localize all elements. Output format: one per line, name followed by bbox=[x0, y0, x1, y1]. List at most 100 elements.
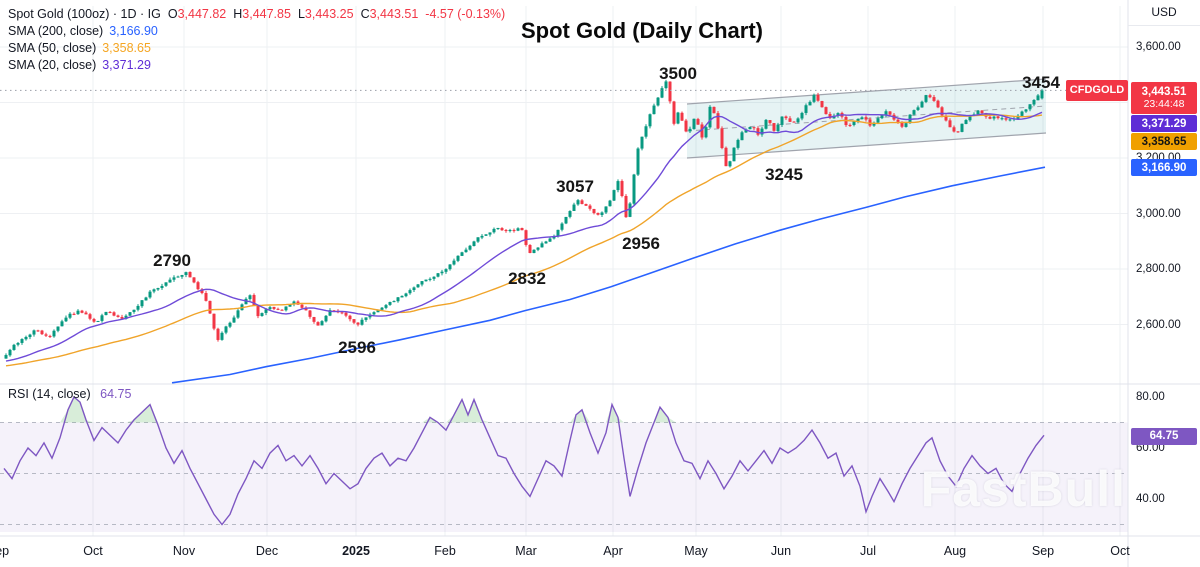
candle-body bbox=[124, 315, 128, 319]
candle-body bbox=[1028, 104, 1032, 110]
candle-body bbox=[312, 317, 316, 322]
candle-body bbox=[72, 313, 76, 315]
candle-body bbox=[160, 285, 164, 289]
candle-body bbox=[740, 132, 744, 141]
candle-body bbox=[388, 301, 392, 305]
rsi-tick-label: 80.00 bbox=[1136, 391, 1165, 403]
candle-body bbox=[24, 336, 28, 340]
candle-body bbox=[888, 111, 892, 115]
candle-body bbox=[444, 269, 448, 272]
price-tick-label: 2,600.00 bbox=[1136, 318, 1181, 331]
candle-body bbox=[648, 114, 652, 127]
price-tick-label: 3,000.00 bbox=[1136, 207, 1181, 220]
candle-body bbox=[64, 317, 68, 322]
candle-body bbox=[588, 205, 592, 209]
candle-body bbox=[716, 113, 720, 129]
candle-body bbox=[128, 312, 132, 316]
candle-body bbox=[700, 124, 704, 138]
candle-body bbox=[252, 295, 256, 306]
candle-body bbox=[688, 128, 692, 132]
candle-body bbox=[144, 297, 148, 301]
candle-body bbox=[828, 113, 832, 119]
watermark: FastBull bbox=[920, 461, 1126, 517]
currency-label[interactable]: USD bbox=[1128, 0, 1200, 26]
candle-body bbox=[248, 295, 252, 300]
candle-body bbox=[496, 227, 500, 230]
candle-body bbox=[16, 342, 20, 345]
candle-body bbox=[696, 119, 700, 125]
candle-body bbox=[956, 131, 960, 133]
channel-median-line bbox=[686, 105, 1047, 132]
candle-body bbox=[384, 305, 388, 308]
rsi-tick-label: 60.00 bbox=[1136, 442, 1165, 454]
candle-body bbox=[1004, 118, 1008, 120]
indicator-legend-row[interactable]: SMA (50, close) 3,358.65 bbox=[8, 40, 505, 57]
candle-body bbox=[632, 174, 636, 204]
candle-body bbox=[572, 204, 576, 211]
candle-body bbox=[88, 314, 92, 319]
candle-body bbox=[516, 228, 520, 231]
candle-body bbox=[268, 307, 272, 310]
candle-body bbox=[652, 105, 656, 115]
candle-body bbox=[640, 136, 644, 149]
symbol-description: Spot Gold (100oz) · 1D · IG bbox=[8, 7, 161, 21]
candle-body bbox=[920, 101, 924, 108]
candle-body bbox=[448, 264, 452, 270]
ohlc-value: 3,447.82 bbox=[177, 7, 227, 21]
candle-body bbox=[1000, 118, 1004, 120]
candle-body bbox=[348, 315, 352, 320]
price-annotation: 2956 bbox=[622, 234, 660, 253]
candle-body bbox=[300, 304, 304, 308]
rsi-legend[interactable]: RSI (14, close) 64.75 bbox=[8, 387, 131, 401]
time-axis[interactable]: Sep Oct Nov Dec 2025 Feb Mar Apr May Jun Jul Aug Sep… bbox=[0, 536, 1200, 567]
candle-body bbox=[988, 116, 992, 119]
symbol-legend-row[interactable]: Spot Gold (100oz) · 1D · IG O3,447.82 H3,4… bbox=[8, 6, 505, 23]
indicator-value: 3,358.65 bbox=[102, 41, 151, 55]
candle-body bbox=[712, 106, 716, 114]
candle-body bbox=[980, 110, 984, 114]
candle-body bbox=[552, 236, 556, 239]
candle-body bbox=[364, 317, 368, 320]
candle-body bbox=[824, 107, 828, 115]
indicator-legend-row[interactable]: SMA (20, close) 3,371.29 bbox=[8, 57, 505, 74]
candle-body bbox=[356, 322, 360, 325]
candle-body bbox=[928, 95, 932, 98]
candle-body bbox=[780, 116, 784, 125]
candle-body bbox=[452, 260, 456, 265]
candle-body bbox=[568, 211, 572, 217]
candle-body bbox=[508, 229, 512, 232]
candle-body bbox=[732, 147, 736, 162]
candle-body bbox=[804, 105, 808, 113]
candle-body bbox=[40, 330, 44, 335]
candle-body bbox=[656, 97, 660, 106]
candle-body bbox=[8, 349, 12, 356]
candle-body bbox=[460, 252, 464, 256]
candle-body bbox=[584, 204, 588, 206]
candle-body bbox=[800, 112, 804, 119]
ohlc-letter: H bbox=[233, 7, 243, 21]
indicator-legend-row[interactable]: SMA (200, close) 3,166.90 bbox=[8, 23, 505, 40]
candle-body bbox=[660, 88, 664, 98]
candle-body bbox=[856, 118, 860, 122]
candle-body bbox=[436, 273, 440, 277]
rsi-tick-label: 40.00 bbox=[1136, 493, 1165, 505]
candle-body bbox=[620, 181, 624, 197]
candle-body bbox=[944, 115, 948, 121]
candle-body bbox=[324, 315, 328, 322]
candle-body bbox=[836, 113, 840, 116]
candle-body bbox=[684, 120, 688, 132]
candle-body bbox=[916, 107, 920, 110]
last-price-value: 3,443.51 bbox=[1141, 86, 1187, 99]
price-annotation: 2790 bbox=[153, 251, 191, 270]
channel-lower-line bbox=[686, 132, 1047, 159]
price-axis[interactable]: USD 3,600.003,400.003,200.003,000.002,80… bbox=[1128, 0, 1200, 567]
time-tick-label: Apr bbox=[603, 544, 623, 558]
candle-body bbox=[292, 301, 296, 305]
candle-body bbox=[76, 310, 80, 315]
price-annotation: 3245 bbox=[765, 165, 803, 184]
price-annotation: 3454 bbox=[1022, 73, 1060, 92]
candle-body bbox=[1040, 90, 1044, 99]
time-tick-label: Aug bbox=[943, 544, 967, 558]
candle-body bbox=[1024, 109, 1028, 112]
